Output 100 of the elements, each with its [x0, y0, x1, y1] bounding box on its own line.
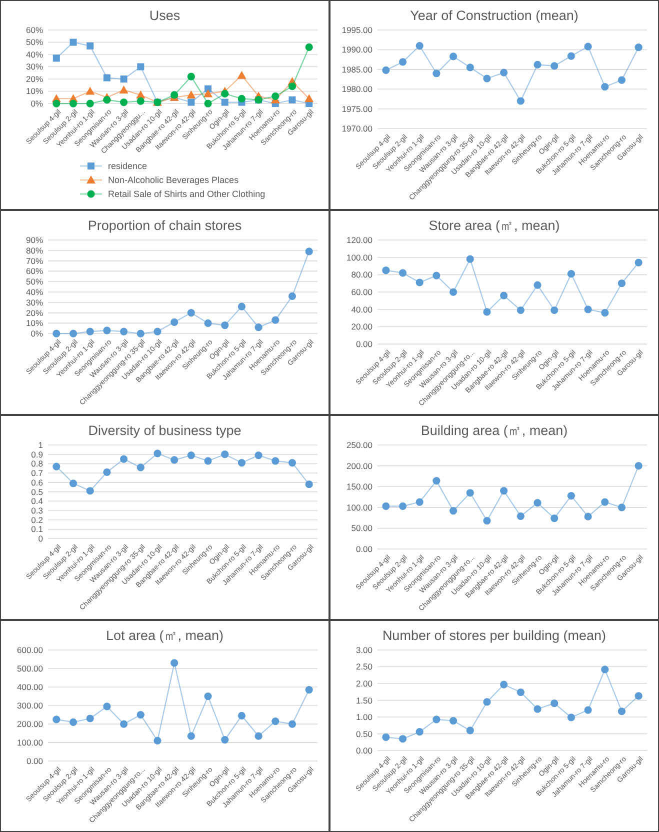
point — [103, 468, 111, 476]
point — [516, 97, 524, 105]
point — [204, 457, 212, 465]
point — [382, 733, 390, 741]
y-tick-label: 20% — [26, 74, 44, 84]
point — [288, 96, 296, 104]
point — [432, 716, 440, 724]
y-tick-label: 150.00 — [346, 482, 373, 492]
point — [120, 76, 128, 83]
point — [618, 504, 626, 512]
point — [103, 74, 110, 82]
y-tick-label: 200.00 — [346, 460, 373, 471]
point — [288, 458, 296, 467]
point — [221, 98, 228, 106]
point — [483, 516, 491, 525]
point — [634, 258, 642, 266]
point — [154, 736, 162, 745]
point — [500, 680, 508, 688]
point — [601, 666, 609, 674]
y-tick-label: 500.00 — [17, 663, 44, 674]
point — [103, 326, 111, 334]
point — [584, 42, 592, 50]
point — [187, 309, 195, 317]
point — [432, 272, 440, 280]
point — [119, 86, 128, 94]
point — [188, 98, 195, 106]
point — [187, 451, 195, 460]
point — [70, 38, 77, 46]
chart-title: Uses — [149, 8, 180, 23]
point — [550, 514, 558, 522]
point — [86, 42, 94, 50]
point — [584, 306, 592, 314]
point — [254, 732, 262, 740]
y-tick-label: 20% — [26, 308, 44, 318]
point — [398, 269, 407, 277]
y-tick-label: 40% — [26, 49, 44, 60]
point — [52, 462, 60, 470]
point — [584, 512, 592, 520]
point — [305, 43, 313, 51]
point — [466, 489, 474, 497]
y-tick-label: 1970.00 — [342, 124, 373, 134]
y-tick-label: 30% — [26, 62, 44, 72]
y-tick-label: 1.50 — [356, 695, 373, 706]
point — [516, 306, 524, 314]
y-tick-label: 40% — [26, 286, 44, 297]
point — [272, 316, 280, 324]
y-tick-label: 0.5 — [31, 486, 44, 497]
point — [204, 100, 212, 108]
point — [52, 330, 60, 338]
y-tick-label: 3.00 — [356, 644, 373, 655]
point — [120, 98, 128, 106]
y-tick-label: 0% — [30, 98, 44, 109]
point — [550, 306, 558, 314]
point — [584, 706, 592, 714]
point — [500, 292, 508, 300]
chart-title: Store area (㎡, mean) — [428, 218, 560, 233]
point — [382, 502, 390, 510]
point — [567, 270, 576, 278]
point — [69, 718, 78, 726]
point — [483, 74, 491, 82]
y-tick-label: 0.50 — [356, 728, 373, 739]
point — [136, 330, 144, 338]
y-tick-label: 2.50 — [356, 662, 373, 672]
point — [416, 42, 424, 50]
point — [466, 726, 474, 734]
y-tick-label: 200.00 — [17, 719, 44, 730]
point — [618, 76, 626, 84]
y-tick-label: 0.6 — [31, 477, 44, 488]
point — [634, 44, 642, 52]
point — [618, 280, 626, 288]
y-tick-label: 30% — [26, 297, 44, 308]
y-tick-label: 0.8 — [31, 458, 44, 469]
legend-label: residence — [108, 161, 148, 172]
point — [86, 328, 94, 336]
point — [432, 477, 440, 485]
point — [86, 86, 95, 95]
y-tick-label: 50.00 — [351, 523, 373, 534]
point — [136, 464, 144, 472]
point — [120, 328, 128, 336]
y-tick-label: 80.00 — [351, 270, 373, 280]
point — [398, 502, 407, 510]
point — [516, 512, 524, 520]
point — [449, 52, 458, 60]
point — [204, 319, 212, 327]
point — [221, 736, 229, 744]
y-tick-label: 0.2 — [31, 514, 44, 525]
y-tick-label: 120.00 — [346, 234, 373, 245]
point — [69, 100, 78, 108]
y-tick-label: 0.00 — [356, 339, 373, 350]
point — [416, 498, 424, 506]
point — [254, 451, 262, 460]
point — [550, 700, 558, 708]
y-tick-label: 80% — [26, 245, 44, 256]
point — [288, 82, 296, 90]
y-tick-label: 60% — [26, 24, 44, 35]
point — [238, 302, 246, 310]
point — [204, 89, 213, 98]
y-tick-label: 1990.00 — [342, 44, 373, 55]
y-tick-label: 70% — [26, 256, 44, 266]
point — [601, 498, 609, 506]
